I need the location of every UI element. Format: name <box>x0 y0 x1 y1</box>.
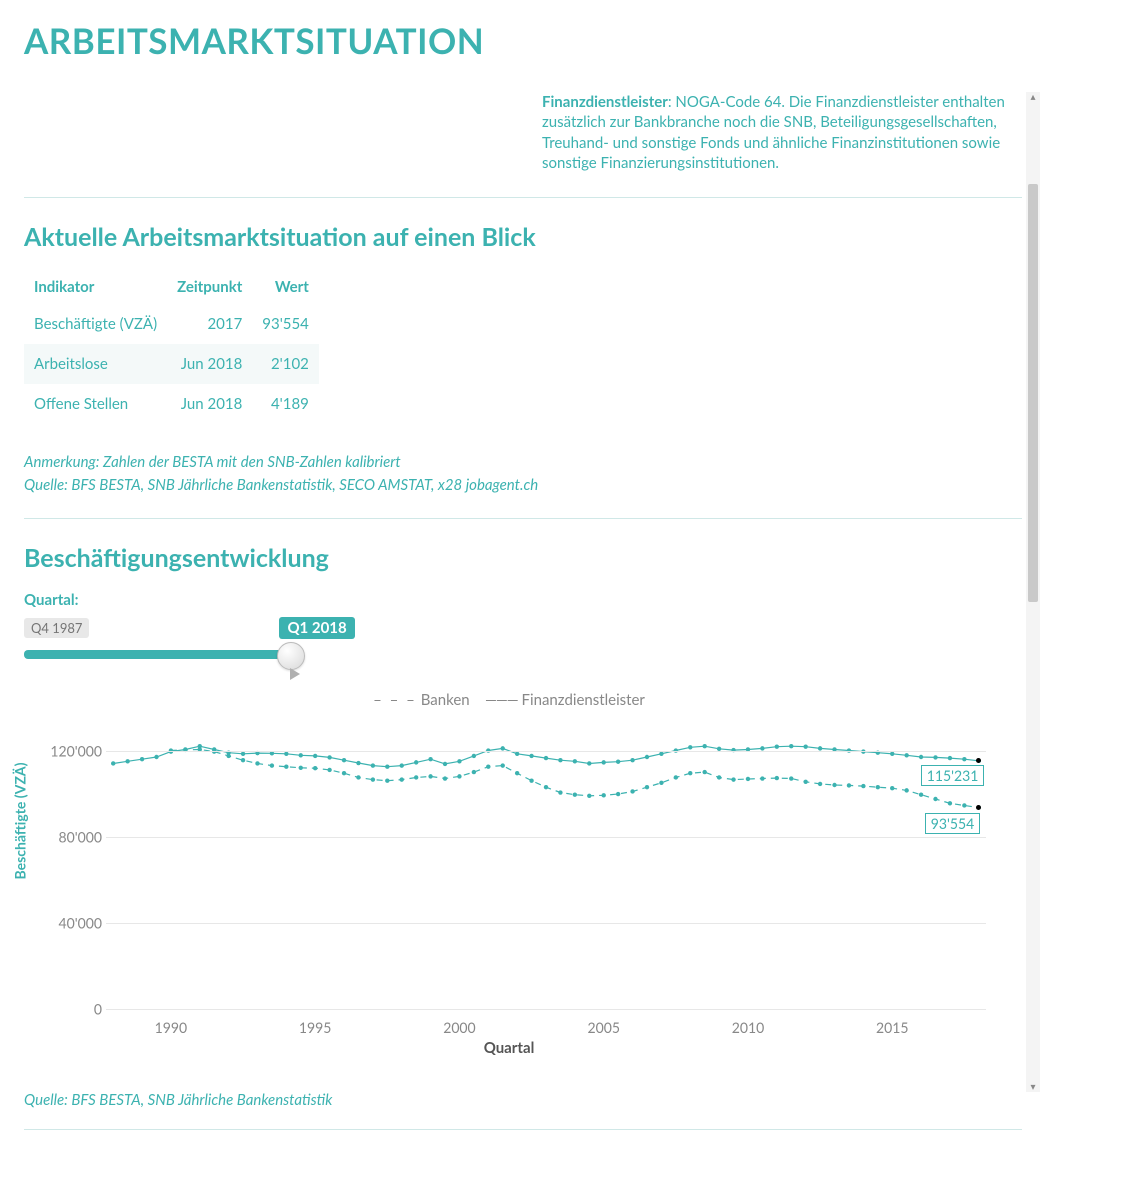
legend-line-icon: ——— <box>485 691 518 709</box>
legend-finanz: Finanzdienstleister <box>522 691 645 709</box>
summary-note-1: Anmerkung: Zahlen der BESTA mit den SNB-… <box>24 452 1022 473</box>
cell-wert: 2'102 <box>252 344 319 384</box>
scroll-up-icon[interactable]: ▴ <box>1028 92 1038 102</box>
intro-bold: Finanzdienstleister <box>542 93 668 111</box>
slider-handle[interactable] <box>277 642 305 670</box>
dev-source: Quelle: BFS BESTA, SNB Jährliche Bankens… <box>24 1091 1022 1109</box>
col-indikator: Indikator <box>24 270 167 304</box>
scrollbar-thumb[interactable] <box>1028 184 1038 602</box>
table-row: Offene StellenJun 20184'189 <box>24 384 319 424</box>
cell-indikator: Beschäftigte (VZÄ) <box>24 304 167 344</box>
cell-wert: 4'189 <box>252 384 319 424</box>
dev-title: Beschäftigungsentwicklung <box>24 543 1022 573</box>
table-header-row: Indikator Zeitpunkt Wert <box>24 270 319 304</box>
cell-indikator: Offene Stellen <box>24 384 167 424</box>
divider <box>24 197 1022 198</box>
col-wert: Wert <box>252 270 319 304</box>
legend-banken: Banken <box>421 691 470 709</box>
x-tick-label: 2010 <box>732 1019 764 1036</box>
divider <box>24 1129 1022 1130</box>
play-icon[interactable] <box>290 668 300 680</box>
x-tick-label: 2005 <box>587 1019 619 1036</box>
scrollbar-track[interactable]: ▴ ▾ <box>1026 92 1040 1092</box>
slider-bar <box>24 650 284 659</box>
quartal-label: Quartal: <box>24 591 1022 609</box>
x-axis-title: Quartal <box>484 1039 535 1057</box>
chart-legend: – – – Banken ——— Finanzdienstleister <box>24 691 994 709</box>
y-tick-label: 40'000 <box>50 914 102 931</box>
col-zeitpunkt: Zeitpunkt <box>167 270 252 304</box>
cell-zeit: 2017 <box>167 304 252 344</box>
cell-indikator: Arbeitslose <box>24 344 167 384</box>
summary-title: Aktuelle Arbeitsmarktsituation auf einen… <box>24 222 1022 252</box>
data-label: 93'554 <box>925 813 980 834</box>
cell-zeit: Jun 2018 <box>167 384 252 424</box>
plot-area: 040'00080'000120'00019901995200020052010… <box>106 729 986 1009</box>
summary-table: Indikator Zeitpunkt Wert Beschäftigte (V… <box>24 270 319 424</box>
x-tick-label: 2000 <box>443 1019 475 1036</box>
gridline <box>106 923 986 924</box>
data-label: 115'231 <box>921 765 985 786</box>
y-axis-title: Beschäftigte (VZÄ) <box>12 763 29 880</box>
x-tick-label: 1990 <box>155 1019 187 1036</box>
page-title: ARBEITSMARKTSITUATION <box>24 20 1105 62</box>
y-tick-label: 120'000 <box>50 742 102 759</box>
cell-wert: 93'554 <box>252 304 319 344</box>
cell-zeit: Jun 2018 <box>167 344 252 384</box>
gridline <box>106 837 986 838</box>
x-tick-label: 1995 <box>299 1019 331 1036</box>
y-tick-label: 0 <box>50 1001 102 1018</box>
summary-note-2: Quelle: BFS BESTA, SNB Jährliche Bankens… <box>24 475 1022 496</box>
gridline <box>106 1009 986 1010</box>
time-slider[interactable] <box>24 643 304 675</box>
slider-min-tag: Q4 1987 <box>24 618 89 638</box>
gridline <box>106 751 986 752</box>
table-row: ArbeitsloseJun 20182'102 <box>24 344 319 384</box>
divider <box>24 518 1022 519</box>
legend-dash-icon: – – – <box>373 691 417 709</box>
table-row: Beschäftigte (VZÄ)201793'554 <box>24 304 319 344</box>
employment-chart: – – – Banken ——— Finanzdienstleister Bes… <box>24 691 994 1081</box>
intro-block: Finanzdienstleister: NOGA-Code 64. Die F… <box>24 92 1022 173</box>
scroll-down-icon[interactable]: ▾ <box>1028 1082 1038 1092</box>
slider-max-tag: Q1 2018 <box>279 617 354 639</box>
x-tick-label: 2015 <box>876 1019 908 1036</box>
intro-text: Finanzdienstleister: NOGA-Code 64. Die F… <box>542 92 1022 173</box>
y-tick-label: 80'000 <box>50 828 102 845</box>
scroll-panel: ▴ ▾ Finanzdienstleister: NOGA-Code 64. D… <box>24 92 1022 1130</box>
